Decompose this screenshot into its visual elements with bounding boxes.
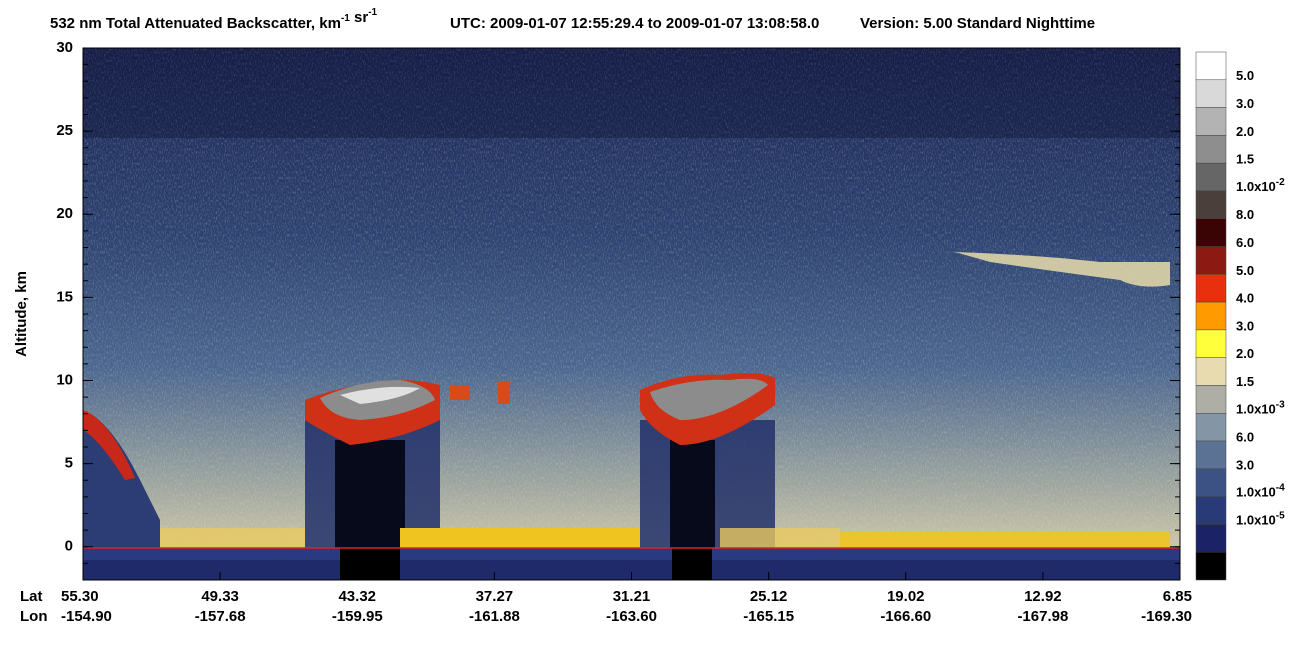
colorbar-label: 6.0 xyxy=(1236,235,1254,250)
lat-tick-label: 37.27 xyxy=(476,588,514,605)
colorbar-label-base: 1.0x10 xyxy=(1236,513,1276,528)
colorbar-label: 5.0 xyxy=(1236,263,1254,278)
colorbar-label: 5.0 xyxy=(1236,68,1254,83)
lat-tick-label: 6.85 xyxy=(1163,588,1192,605)
lat-tick-label: 55.30 xyxy=(61,588,99,605)
lon-tick-label: -169.30 xyxy=(1141,608,1192,625)
y-tick-label: 15 xyxy=(56,288,73,305)
colorbar-label: 4.0 xyxy=(1236,291,1254,306)
y-tick-label: 5 xyxy=(65,455,73,472)
colorbar-swatch xyxy=(1195,385,1227,414)
lon-tick-label: -166.60 xyxy=(880,608,931,625)
colorbar-swatch xyxy=(1195,51,1227,81)
y-tick-label: 30 xyxy=(56,39,73,56)
lon-tick-label: -167.98 xyxy=(1017,608,1068,625)
lon-label: Lon xyxy=(20,608,48,625)
utc-range: UTC: 2009-01-07 12:55:29.4 to 2009-01-07… xyxy=(450,15,819,32)
chart-title: 532 nm Total Attenuated Backscatter, km-… xyxy=(50,7,378,32)
colorbar-swatch xyxy=(1195,301,1227,331)
colorbar-label-base: 1.0x10 xyxy=(1236,485,1276,500)
lat-tick-label: 43.32 xyxy=(338,588,376,605)
lat-tick-label: 19.02 xyxy=(887,588,925,605)
colorbar-swatch xyxy=(1195,218,1227,247)
colorbar-swatch xyxy=(1195,190,1227,219)
lat-tick-label: 49.33 xyxy=(201,588,239,605)
colorbar-label-exponent: -2 xyxy=(1276,177,1285,188)
colorbar-label: 3.0 xyxy=(1236,96,1254,111)
title-part: sr xyxy=(350,9,369,26)
colorbar-label-base: 1.0x10 xyxy=(1236,402,1276,417)
lon-tick-label: -161.88 xyxy=(469,608,520,625)
lon-tick-label: -163.60 xyxy=(606,608,657,625)
version: Version: 5.00 Standard Nighttime xyxy=(860,15,1095,32)
colorbar-label: 3.0 xyxy=(1236,318,1254,333)
colorbar-swatch xyxy=(1195,357,1227,386)
lon-tick-label: -157.68 xyxy=(195,608,246,625)
colorbar-label: 1.0x10-4 xyxy=(1236,482,1285,500)
lon-tick-label: -154.90 xyxy=(61,608,112,625)
lat-tick-label: 25.12 xyxy=(750,588,788,605)
y-tick-label: 10 xyxy=(56,371,73,388)
colorbar-label: 8.0 xyxy=(1236,207,1254,222)
colorbar-label-exponent: -3 xyxy=(1276,399,1285,410)
colorbar-label: 3.0 xyxy=(1236,457,1254,472)
lat-tick-label: 31.21 xyxy=(613,588,651,605)
colorbar-label: 1.5 xyxy=(1236,374,1254,389)
colorbar-label: 1.0x10-5 xyxy=(1236,510,1285,528)
title-superscript: -1 xyxy=(368,7,377,18)
y-tick-label: 25 xyxy=(56,122,73,139)
colorbar-swatch xyxy=(1195,440,1227,470)
colorbar-label-exponent: -5 xyxy=(1276,510,1285,521)
colorbar-label: 1.5 xyxy=(1236,152,1254,167)
colorbar-swatch xyxy=(1195,135,1227,164)
title-superscript: -1 xyxy=(341,13,350,24)
colorbar-label: 6.0 xyxy=(1236,429,1254,444)
colorbar-label-exponent: -4 xyxy=(1276,482,1285,493)
y-tick-label: 0 xyxy=(65,538,73,555)
colorbar-swatch xyxy=(1195,162,1227,192)
backscatter-field xyxy=(83,48,1180,580)
title-part: 532 nm Total Attenuated Backscatter, km xyxy=(50,15,341,32)
y-tick-label: 20 xyxy=(56,205,73,222)
colorbar-label: 2.0 xyxy=(1236,124,1254,139)
lat-label: Lat xyxy=(20,588,43,605)
colorbar-swatch xyxy=(1195,329,1227,358)
y-axis-label: Altitude, km xyxy=(13,271,30,357)
colorbar-swatch xyxy=(1195,107,1227,136)
colorbar-swatch xyxy=(1195,468,1227,497)
colorbar-swatch xyxy=(1195,413,1227,442)
colorbar-label: 1.0x10-2 xyxy=(1236,177,1285,195)
lon-tick-label: -165.15 xyxy=(743,608,794,625)
colorbar-swatch xyxy=(1195,274,1227,303)
colorbar-swatch xyxy=(1195,496,1227,525)
colorbar-label-base: 1.0x10 xyxy=(1236,179,1276,194)
colorbar-swatch xyxy=(1195,79,1227,108)
colorbar-swatch xyxy=(1195,551,1227,581)
lon-tick-label: -159.95 xyxy=(332,608,383,625)
colorbar-label: 2.0 xyxy=(1236,346,1254,361)
colorbar-label: 1.0x10-3 xyxy=(1236,399,1285,417)
colorbar-swatch xyxy=(1195,246,1227,275)
colorbar-swatch xyxy=(1195,524,1227,553)
lat-tick-label: 12.92 xyxy=(1024,588,1062,605)
